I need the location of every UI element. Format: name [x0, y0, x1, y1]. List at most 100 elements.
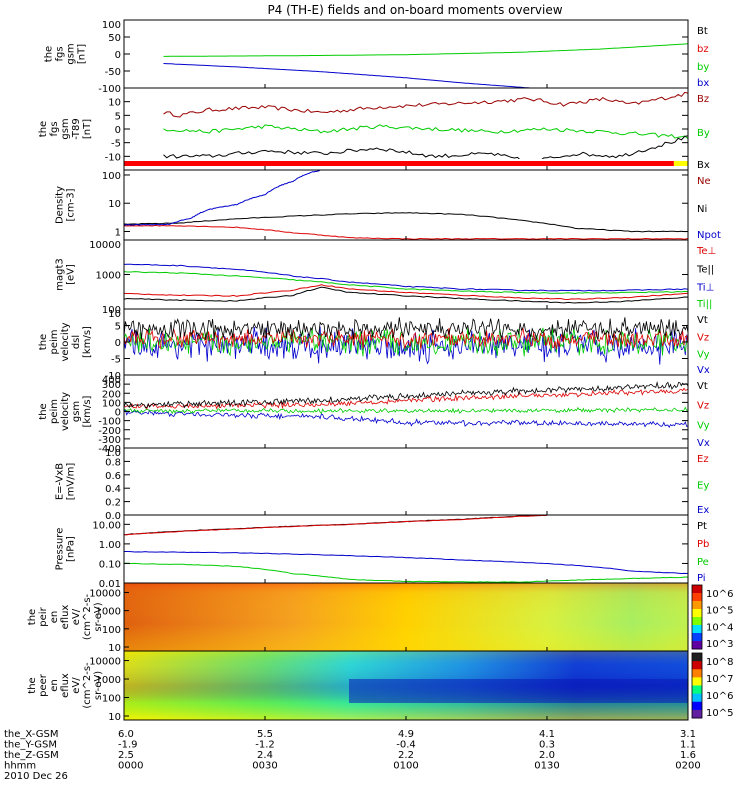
- peim_velocity_dsl-ytick-label: 10: [108, 309, 121, 320]
- xaxis-value: 1.1: [680, 740, 696, 751]
- peim_velocity_dsl-ytick-label: -10: [105, 371, 121, 382]
- magt3-ytick-label: 100: [102, 305, 121, 316]
- efield-ytick-label: 0.0: [105, 511, 121, 522]
- peer_eflux-colorbar-segment: [692, 685, 702, 695]
- peer_eflux-ylabel-line: eV/: [71, 677, 82, 694]
- peer_eflux-colorbar-frame: [691, 652, 703, 719]
- peim_velocity_dsl-series-Vt: [124, 317, 688, 341]
- xaxis-value: 3.1: [680, 729, 696, 740]
- pressure-legend-1: Pb: [697, 539, 709, 550]
- peim_velocity_dsl-ylabel-line: [km/s]: [82, 326, 93, 358]
- fgs_gsm_dt-legend-2: Bx: [697, 160, 710, 171]
- peir_eflux-ytick-label: 100: [102, 625, 121, 636]
- fgs_gsm-ylabel-line: fgs: [55, 46, 66, 61]
- magt3-series-Ti||: [124, 271, 688, 295]
- fgs_gsm_dt-series-Bz: [163, 91, 688, 118]
- peim_velocity_dsl-legend-1: Vz: [697, 332, 709, 343]
- pressure-legend-0: Pt: [697, 521, 707, 532]
- peir_eflux-ylabel-line: eV/: [71, 608, 82, 625]
- peer_eflux-colorbar-segment: [692, 669, 702, 678]
- efield-ylabel-line: E=-VxB: [55, 463, 66, 500]
- xaxis-row-label: the_X-GSM: [4, 729, 58, 740]
- xaxis-date: 2010 Dec 26: [4, 771, 68, 782]
- peim_velocity_dsl-ytick-label: 5: [115, 322, 121, 333]
- peir_eflux-ylabel-line: sr-eV): [93, 602, 104, 631]
- peer_eflux-ytick-label: 10: [108, 712, 121, 723]
- peir_eflux-colorbar-segment: [692, 585, 702, 594]
- fgs_gsm_dt-legend-0: Bz: [697, 94, 709, 105]
- peim_velocity_gsm-ytick-label: -200: [98, 426, 121, 437]
- fgs_gsm_dt-flag-bar-yellow: [673, 161, 688, 166]
- peir_eflux-ytick-label: 10: [108, 643, 121, 654]
- xaxis-value: 2.2: [398, 750, 414, 761]
- xaxis-value: 2.0: [539, 750, 555, 761]
- fgs_gsm_dt-ytick-label: 10: [108, 98, 121, 109]
- pressure-legend-2: Pe: [697, 557, 709, 568]
- peim_velocity_dsl-ylabel-line: peim: [49, 329, 60, 354]
- peim_velocity_gsm-ylabel-line: peim: [49, 399, 60, 424]
- peer_eflux-ytick-label: 10000: [89, 657, 121, 668]
- peer_eflux-colorbar-label: 10^6: [706, 691, 733, 702]
- peir_eflux-colorbar-segment: [692, 641, 702, 650]
- xaxis-value: -0.4: [396, 740, 416, 751]
- efield-ylabel-line: [mV/m]: [66, 463, 77, 501]
- peer_eflux-ylabel-line: eflux: [60, 673, 71, 698]
- peim_velocity_gsm-ytick-label: -400: [98, 444, 121, 455]
- peir_eflux-colorbar-segment: [692, 617, 702, 626]
- peer_eflux-ytick-label: 1000: [96, 675, 121, 686]
- fgs_gsm-ytick-label: 50: [108, 33, 121, 44]
- peim_velocity_dsl-legend-2: Vy: [697, 350, 710, 361]
- xaxis-value: 0030: [252, 761, 277, 772]
- efield-frame: [123, 447, 689, 516]
- xaxis-value: 6.0: [118, 729, 134, 740]
- fgs_gsm-ytick-label: 0: [115, 50, 121, 61]
- peer_eflux-colorbar-segment: [692, 709, 702, 719]
- peim_velocity_dsl-legend-3: Vx: [697, 365, 710, 376]
- magt3-series-Ti⊥: [124, 263, 688, 292]
- peer_eflux-low-flux-band: [349, 679, 688, 703]
- efield-legend-1: Ey: [697, 481, 709, 492]
- fgs_gsm-ylabel-line: [nT]: [77, 44, 88, 64]
- peim_velocity_dsl-ylabel-line: the: [38, 334, 49, 350]
- magt3-legend-2: Ti⊥: [696, 283, 714, 294]
- density-legend-1: Ni: [697, 204, 707, 215]
- density-ytick-label: 1: [115, 227, 121, 238]
- peer_eflux-colorbar-label: 10^7: [706, 674, 733, 685]
- density-legend-2: Npot: [697, 230, 721, 241]
- fgs_gsm-legend-1: bz: [697, 44, 709, 55]
- peim_velocity_gsm-series-Vy: [124, 406, 688, 415]
- peim_velocity_dsl-ylabel-line: dsl: [71, 335, 82, 349]
- pressure-ytick-label: 10.00: [92, 520, 121, 531]
- xaxis-value: 2.5: [118, 750, 134, 761]
- xaxis-row-label: hhmm: [4, 761, 36, 772]
- peim_velocity_gsm-ytick-label: -100: [98, 417, 121, 428]
- pressure-frame: [123, 514, 689, 584]
- pressure-ytick-label: 1.00: [99, 540, 121, 551]
- magt3-ytick-label: 10000: [89, 240, 121, 251]
- density-series-Ni: [124, 212, 688, 233]
- peir_eflux-colorbar-segment: [692, 633, 702, 642]
- peim_velocity_gsm-legend-2: Vy: [697, 420, 710, 431]
- peir_eflux-colorbar-segment: [692, 593, 702, 602]
- efield-ytick-label: 0.8: [105, 457, 121, 468]
- magt3-legend-0: Te⊥: [696, 246, 716, 257]
- peer_eflux-colorbar-segment: [692, 693, 702, 703]
- peim_velocity_gsm-series-Vz: [124, 387, 688, 410]
- density-ytick-label: 100: [102, 171, 121, 182]
- peir_eflux-ylabel-line: peir: [38, 606, 49, 626]
- density-legend-0: Ne: [697, 176, 711, 187]
- efield-ytick-label: 0.6: [105, 471, 121, 482]
- fgs_gsm-ytick-label: -50: [105, 67, 121, 78]
- fgs_gsm-ylabel-line: gsm: [66, 43, 77, 64]
- peer_eflux-ylabel-line: the: [27, 677, 38, 693]
- magt3-ylabel-line: [eV]: [66, 264, 77, 285]
- fgs_gsm_dt-ytick-label: 5: [115, 111, 121, 122]
- density-ylabel-line: Density: [55, 186, 66, 224]
- peer_eflux-colorbar-segment: [692, 661, 702, 670]
- peim_velocity_gsm-ytick-label: 200: [102, 389, 121, 400]
- fgs_gsm-ylabel-line: the: [44, 46, 55, 62]
- peir_eflux-colorbar-label: 10^3: [706, 639, 733, 650]
- fgs_gsm_dt-ytick-label: -10: [105, 152, 121, 163]
- density-series-Npot: [124, 170, 322, 226]
- peim_velocity_dsl-frame: [123, 308, 689, 376]
